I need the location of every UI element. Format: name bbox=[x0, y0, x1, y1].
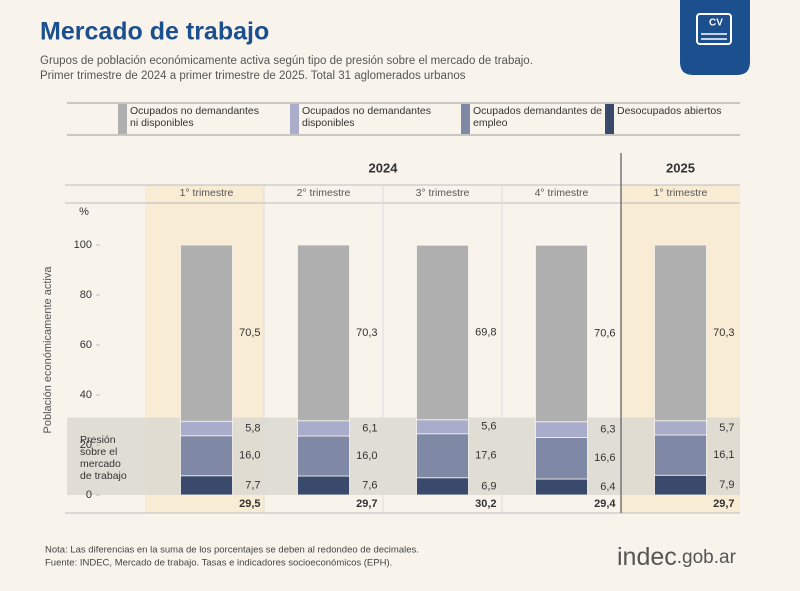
bar-segment bbox=[654, 434, 707, 476]
legend-label: Ocupados no demandantes ni disponibles bbox=[130, 105, 260, 129]
pressure-label: Presión bbox=[80, 434, 116, 446]
icon-tab bbox=[680, 0, 750, 75]
y-tick-label: 60 bbox=[80, 339, 92, 351]
bar-segment bbox=[535, 437, 588, 480]
bar-segment bbox=[416, 433, 469, 479]
bar-segment bbox=[416, 477, 469, 496]
data-label: 70,6 bbox=[594, 327, 615, 339]
logo: indec.gob.ar bbox=[617, 543, 737, 571]
chart-title: Mercado de trabajo bbox=[40, 18, 269, 46]
data-label: 7,9 bbox=[719, 479, 734, 491]
bar-segment bbox=[535, 421, 588, 438]
pressure-band bbox=[67, 417, 740, 495]
pressure-label: sobre el bbox=[80, 446, 117, 458]
bar-segment bbox=[297, 244, 350, 422]
legend-swatch bbox=[605, 104, 614, 134]
data-label: 6,3 bbox=[600, 424, 615, 436]
bar-segment bbox=[180, 420, 233, 437]
year-label: 2024 bbox=[369, 160, 399, 175]
icon bbox=[696, 13, 732, 45]
icon-label: CV bbox=[709, 18, 723, 29]
bar-segment bbox=[654, 244, 707, 422]
note: Nota: Las diferencias en la suma de los … bbox=[45, 545, 419, 556]
y-tick-label: 40 bbox=[80, 389, 92, 401]
bar-segment bbox=[297, 475, 350, 496]
data-label: 70,3 bbox=[713, 327, 734, 339]
bar-segment bbox=[297, 435, 350, 477]
y-tick-label: 20 bbox=[80, 439, 92, 451]
data-label: 6,1 bbox=[362, 422, 377, 434]
legend-swatch bbox=[461, 104, 470, 134]
pressure-label: de trabajo bbox=[80, 470, 127, 482]
subtitle: Primer trimestre de 2024 a primer trimes… bbox=[40, 70, 466, 82]
total-label: 30,2 bbox=[475, 498, 496, 510]
data-label: 7,6 bbox=[362, 479, 377, 491]
bar-segment bbox=[535, 478, 588, 496]
legend-swatch bbox=[118, 104, 127, 134]
bar-segment bbox=[297, 420, 350, 437]
subtitle: Grupos de población económicamente activ… bbox=[40, 55, 533, 67]
x-tick-label: 4° trimestre bbox=[535, 187, 589, 199]
bar-segment bbox=[654, 420, 707, 436]
bar-segment bbox=[654, 474, 707, 496]
logo-main: indec bbox=[617, 543, 677, 571]
total-label: 29,7 bbox=[356, 498, 377, 510]
data-label: 6,9 bbox=[481, 480, 496, 492]
y-tick-label: 0 bbox=[86, 489, 92, 501]
y-tick-label: 80 bbox=[80, 289, 92, 301]
bar-segment bbox=[180, 435, 233, 477]
total-label: 29,7 bbox=[713, 498, 734, 510]
bar-segment bbox=[416, 244, 469, 421]
data-label: 70,5 bbox=[239, 327, 260, 339]
data-label: 16,0 bbox=[239, 450, 260, 462]
data-label: 5,6 bbox=[481, 421, 496, 433]
bar-segment bbox=[180, 475, 233, 496]
legend-label: Desocupados abiertos bbox=[617, 105, 722, 117]
data-label: 5,8 bbox=[245, 422, 260, 434]
total-label: 29,4 bbox=[594, 498, 616, 510]
bar-segment bbox=[535, 244, 588, 423]
y-tick-label: 100 bbox=[74, 239, 92, 251]
data-label: 70,3 bbox=[356, 327, 377, 339]
unit-label: % bbox=[79, 206, 89, 218]
data-label: 69,8 bbox=[475, 326, 496, 338]
year-label: 2025 bbox=[666, 160, 695, 175]
y-axis-label: Población económicamente activa bbox=[42, 266, 54, 434]
legend-label: Ocupados no demandantes disponibles bbox=[302, 105, 432, 129]
pressure-label: mercado bbox=[80, 458, 121, 470]
bar-segment bbox=[416, 419, 469, 435]
data-label: 16,6 bbox=[594, 452, 615, 464]
total-label: 29,5 bbox=[239, 498, 260, 510]
legend-label: Ocupados demandantes de empleo bbox=[473, 105, 603, 129]
legend-swatch bbox=[290, 104, 299, 134]
data-label: 17,6 bbox=[475, 450, 496, 462]
logo-domain: .gob.ar bbox=[677, 547, 737, 568]
x-tick-label: 3° trimestre bbox=[416, 187, 470, 199]
data-label: 6,4 bbox=[600, 481, 615, 493]
x-tick-label: 1° trimestre bbox=[654, 187, 708, 199]
data-label: 7,7 bbox=[245, 479, 260, 491]
data-label: 5,7 bbox=[719, 422, 734, 434]
bar-segment bbox=[180, 244, 233, 422]
x-tick-label: 1° trimestre bbox=[180, 187, 234, 199]
data-label: 16,1 bbox=[713, 449, 734, 461]
x-tick-label: 2° trimestre bbox=[297, 187, 351, 199]
note: Fuente: INDEC, Mercado de trabajo. Tasas… bbox=[45, 558, 392, 569]
data-label: 16,0 bbox=[356, 450, 377, 462]
